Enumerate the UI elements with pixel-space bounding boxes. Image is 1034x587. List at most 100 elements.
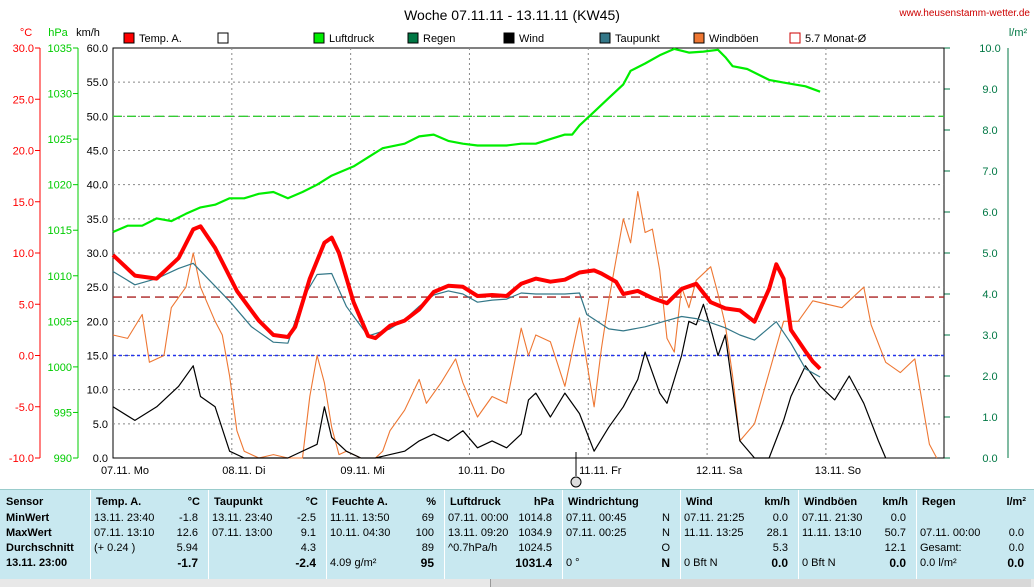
rain-tick-label: 5.0 [982,248,997,260]
legend-item: Luftdruck [313,32,375,45]
pressure-tick-label: 995 [54,407,72,419]
stats-value: 0.0 [1007,556,1024,570]
stats-value: 0.0 [889,556,906,570]
stats-row-label: Durchschnitt [6,542,74,554]
legend-label: Windböen [709,33,759,45]
stats-time: 4.09 g/m² [330,557,377,569]
pressure-tick-label: 1035 [48,43,72,55]
pressure-tick-label: 990 [54,453,72,465]
website-label: www.heusenstamm-wetter.de [898,8,1030,19]
stats-value: 9.1 [300,527,316,539]
temp-unit-label: °C [20,27,32,39]
stats-time: (+ 0.24 ) [94,542,136,554]
wind-tick-label: 55.0 [87,77,108,89]
stats-time: Gesamt: [920,542,962,554]
legend-label: Wind [519,33,544,45]
stats-column-divider [90,490,91,580]
stats-value: 100 [415,527,434,539]
stats-row-label: MaxWert [6,527,52,539]
legend-label: Temp. A. [139,33,182,45]
temp-tick-label: -5.0 [15,402,34,414]
stats-value: 0.0 [772,512,788,524]
stats-time: 13.11. 09:20 [448,527,509,539]
stats-header: Windböen [804,496,858,508]
stats-time: ^0.7hPa/h [448,542,498,554]
stats-value: 69 [421,512,434,524]
legend-item: Taupunkt [599,32,660,45]
stats-time: 11.11. 13:10 [802,527,862,539]
stats-time: 10.11. 04:30 [330,527,391,539]
wind-tick-label: 40.0 [87,180,108,192]
stats-value: -1.7 [177,556,198,570]
legend-swatch [599,32,611,44]
legend-item: Temp. A. [123,32,182,45]
legend-swatch [123,32,135,44]
stats-time: 07.11. 00:00 [448,512,509,524]
x-tick-label: 10.11. Do [458,465,505,477]
stats-time: 07.11. 13:00 [212,527,273,539]
chart-series [111,47,938,459]
weather-chart: Woche 07.11.11 - 13.11.11 (KW45) www.heu… [9,7,1030,488]
right-axis: 0.0 1.0 2.0 3.0 4.0 5.0 6.0 7.0 8.0 9.0 10.0 [944,43,1009,465]
stats-time: 07.11. 00:25 [566,527,627,539]
rain-tick-label: 2.0 [982,371,997,383]
rain-tick-label: 9.0 [982,84,997,96]
legend-label: Taupunkt [615,33,660,45]
stats-unit: km/h [882,496,908,508]
stats-value: -2.5 [297,512,316,524]
stats-unit: hPa [533,496,554,508]
series-line-windb-en [112,190,938,459]
pressure-tick-label: 1005 [48,316,72,328]
time-marker[interactable] [570,452,582,488]
stats-row-label: 13.11. 23:00 [6,557,68,569]
stats-value: 0.0 [1008,527,1024,539]
rain-tick-label: 3.0 [982,330,997,342]
stats-value: 0.0 [1008,542,1024,554]
stats-time: 07.11. 00:45 [566,512,627,524]
wind-tick-label: 20.0 [87,316,108,328]
legend-label: Luftdruck [329,33,375,45]
stats-time: 11.11. 13:50 [330,512,390,524]
temp-tick-label: 25.0 [13,94,34,106]
rain-unit-label: l/m² [1009,27,1028,39]
pressure-tick-label: 1020 [48,180,72,192]
stats-time: 0.0 l/m² [920,557,957,569]
wind-tick-label: 35.0 [87,214,108,226]
stats-value: O [661,542,670,554]
stats-value: 1014.8 [518,512,552,524]
rain-tick-label: 0.0 [982,453,997,465]
stats-value: 4.3 [300,542,316,554]
stats-value: N [662,512,670,524]
pressure-tick-label: 1030 [48,89,72,101]
x-tick-label: 09.11. Mi [340,465,384,477]
stats-value: N [662,527,670,539]
temp-tick-label: 15.0 [13,197,34,209]
stats-time: 07.11. 13:10 [94,527,155,539]
pressure-tick-label: 1015 [48,225,72,237]
legend-swatch [313,32,325,44]
stats-header: Wind [686,496,713,508]
pressure-tick-label: 1025 [48,134,72,146]
stats-time: 07.11. 21:30 [802,512,863,524]
stats-header: Sensor [6,496,44,508]
stats-table: Sensor MinWert MaxWert Durchschnitt 13.11. 2… [0,489,1034,580]
stats-time: 13.11. 23:40 [212,512,273,524]
scroll-box[interactable] [490,579,1031,587]
stats-value: 12.1 [884,542,906,554]
stats-header: Windrichtung [568,496,639,508]
stats-value: N [661,556,670,570]
stats-unit: l/m² [1006,496,1026,508]
rain-tick-label: 4.0 [982,289,997,301]
stats-time: 13.11. 23:40 [94,512,155,524]
rain-tick-label: 8.0 [982,125,997,137]
stats-value: 50.7 [884,527,906,539]
left-axes: -10.0 -5.0 0.0 5.0 10.0 15.0 20.0 25.0 30.0 990 99… [9,43,108,465]
stats-header: Temp. A. [96,496,142,508]
temp-tick-label: 20.0 [13,146,34,158]
wind-tick-label: 30.0 [87,248,108,260]
stats-column-divider [680,490,681,580]
stats-column-divider [208,490,209,580]
stats-unit: km/h [764,496,790,508]
stats-header: Regen [922,496,956,508]
stats-unit: °C [187,496,200,508]
